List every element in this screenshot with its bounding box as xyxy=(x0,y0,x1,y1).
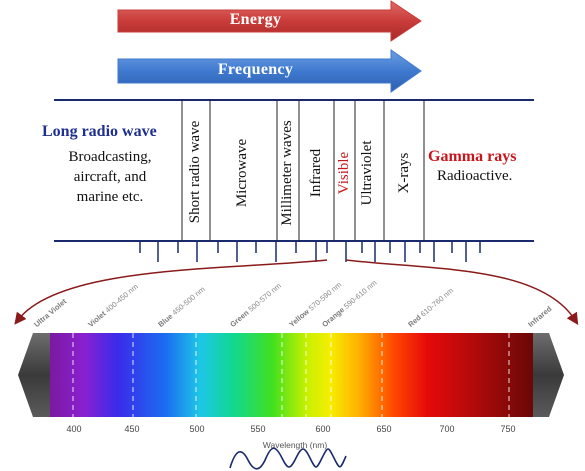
visible-spectrum-bar xyxy=(18,333,564,417)
description-line: marine etc. xyxy=(76,189,144,205)
wavelength-tick: 500 xyxy=(189,424,205,434)
description-line: aircraft, and xyxy=(73,169,147,185)
band-ultraviolet: Ultraviolet xyxy=(359,140,375,206)
frequency-label: Frequency xyxy=(217,61,294,78)
wavelength-tick: 450 xyxy=(124,424,140,434)
ultraviolet-end xyxy=(18,333,50,417)
band-microwave: Microwave xyxy=(234,138,250,208)
wavelength-tick: 550 xyxy=(250,424,266,434)
band-frame xyxy=(54,99,534,262)
wavelength-tick: 750 xyxy=(500,424,516,434)
long-radio-wave-description: Broadcasting, aircraft, and marine etc. xyxy=(46,147,174,207)
gamma-rays-description: Radioactive. xyxy=(437,168,513,184)
band-short-radio-wave: Short radio wave xyxy=(187,120,203,224)
wave-icon xyxy=(229,447,347,470)
band-infrared: Infrared xyxy=(308,148,324,198)
wavelength-tick: 600 xyxy=(315,424,331,434)
band-visible: Visible xyxy=(336,151,352,195)
wavelength-tick: 700 xyxy=(439,424,455,434)
long-radio-wave-title: Long radio wave xyxy=(42,123,157,140)
energy-arrow xyxy=(117,0,422,42)
wavelength-tick: 650 xyxy=(376,424,392,434)
wavelength-tick: 400 xyxy=(66,424,82,434)
energy-label: Energy xyxy=(229,11,282,28)
band-millimeter-waves: Millimeter waves xyxy=(279,120,295,226)
gamma-rays-title: Gamma rays xyxy=(428,148,517,165)
band-x-rays: X-rays xyxy=(396,152,412,194)
infrared-end xyxy=(533,333,564,417)
zoom-curves xyxy=(14,259,579,326)
frequency-arrow xyxy=(117,49,422,93)
wavelength-axis-label: Wavelength (nm) xyxy=(262,440,328,450)
description-line: Broadcasting, xyxy=(68,149,152,165)
